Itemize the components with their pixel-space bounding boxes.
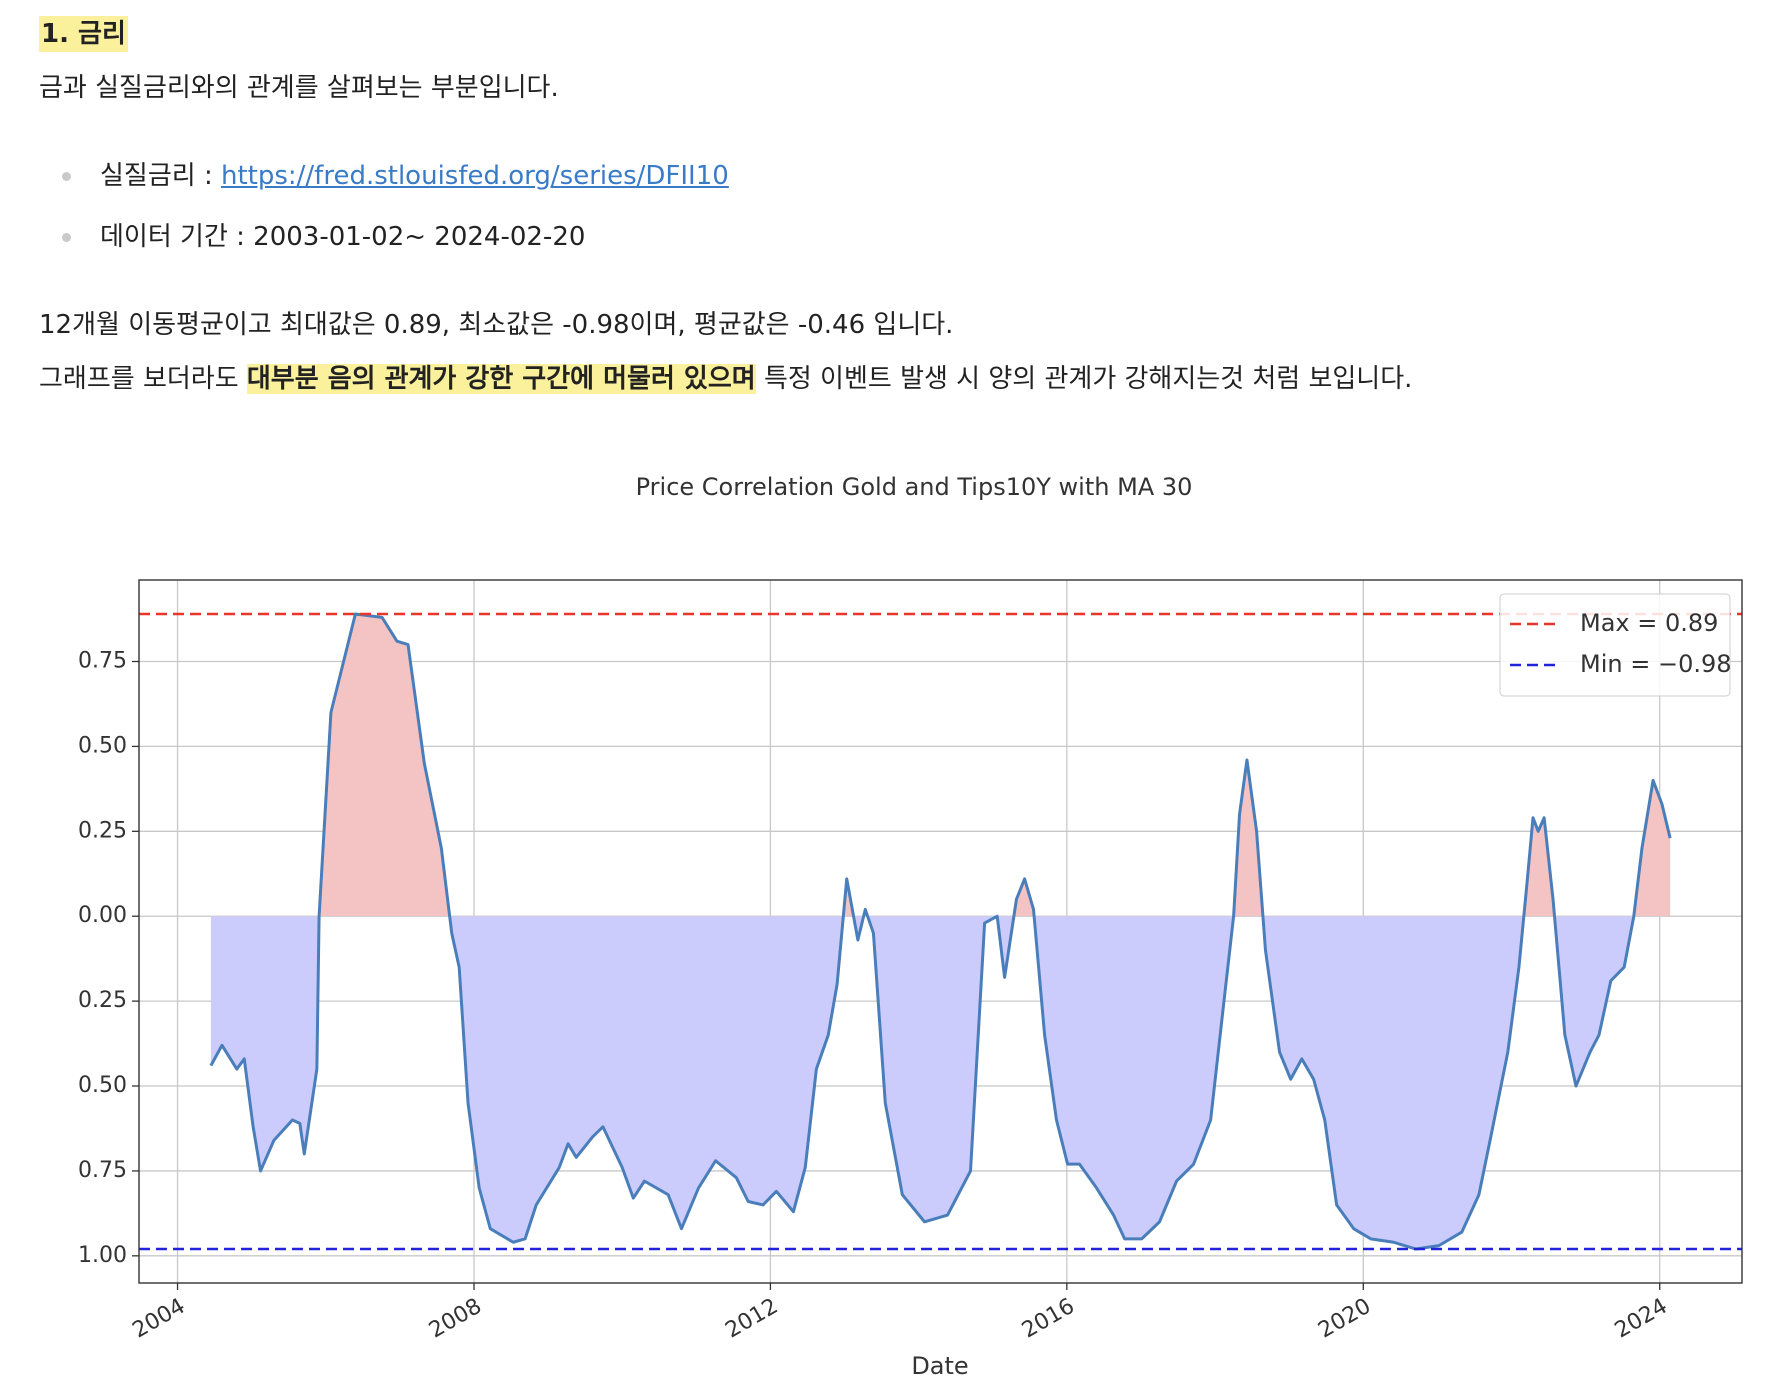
x-tick-label: 2016 <box>1018 1294 1079 1344</box>
legend-box <box>1499 593 1731 697</box>
plot-frame <box>138 579 1743 1284</box>
y-tick-label: 0.25 <box>78 818 127 843</box>
intro: 금과 실질금리와의 관계를 살펴보는 부분입니다. <box>39 73 559 103</box>
bullet-dot <box>62 172 71 181</box>
bullet-dot <box>62 233 71 242</box>
legend-label: Max = 0.89 <box>1580 609 1718 637</box>
legend-label: Min = −0.98 <box>1580 650 1732 678</box>
positive-fill <box>210 613 1671 917</box>
bullet: 데이터 기간 : 2003-01-02~ 2024-02-20 <box>100 222 586 252</box>
x-tick-label: 2004 <box>129 1294 190 1344</box>
text: 특정 이벤트 발생 시 양의 관계가 강해지는것 처럼 보입니다. <box>755 364 1413 394</box>
y-tick-label: 0.50 <box>78 733 127 758</box>
link[interactable]: https://fred.stlouisfed.org/series/DFII1… <box>220 161 729 191</box>
negative-fill <box>210 916 1634 1250</box>
chart-title: Price Correlation Gold and Tips10Y with … <box>636 473 1193 501</box>
paragraph: 그래프를 보더라도 대부분 음의 관계가 강한 구간에 머물러 있으며 특정 이… <box>39 361 1412 397</box>
x-tick-label: 2024 <box>1611 1294 1672 1344</box>
highlight: 대부분 음의 관계가 강한 구간에 머물러 있으며 <box>246 364 756 394</box>
paragraph: 12개월 이동평균이고 최대값은 0.89, 최소값은 -0.98이며, 평균값… <box>39 310 954 340</box>
y-tick-label: 1.00 <box>78 1243 127 1268</box>
text: 그래프를 보더라도 <box>39 364 247 394</box>
y-tick-label: 0.00 <box>78 903 127 928</box>
heading: 1. 금리 <box>39 16 128 52</box>
x-tick-label: 2020 <box>1314 1294 1375 1344</box>
x-axis-label: Date <box>911 1352 968 1380</box>
bullet-label: 실질금리 : <box>100 161 213 191</box>
y-tick-label: 0.50 <box>78 1073 127 1098</box>
y-tick-label: 0.75 <box>78 649 127 674</box>
bullet: 실질금리 : https://fred.stlouisfed.org/serie… <box>100 158 729 194</box>
x-tick-label: 2008 <box>425 1294 486 1344</box>
x-tick-label: 2012 <box>721 1294 782 1344</box>
y-tick-label: 0.75 <box>78 1158 127 1183</box>
line <box>209 612 1672 1251</box>
y-tick-label: 0.25 <box>78 988 127 1013</box>
